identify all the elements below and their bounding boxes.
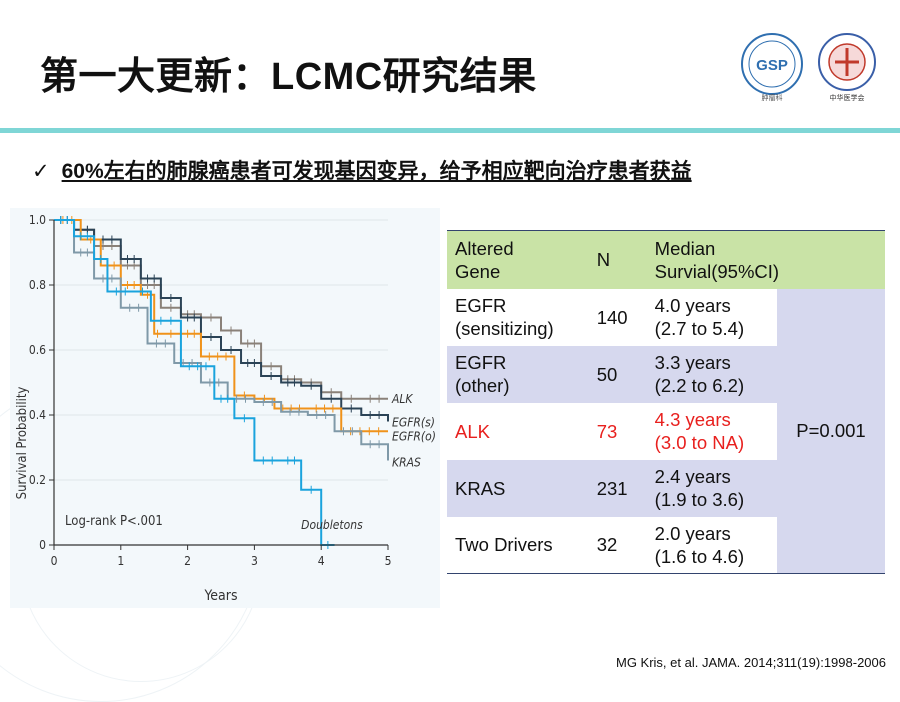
- x-tick-label: 3: [251, 554, 258, 568]
- cell-text-line: (3.0 to NA): [654, 432, 745, 453]
- cell-text-line: 50: [596, 363, 618, 385]
- cell-text-line: 73: [596, 420, 618, 442]
- y-tick-label: 1.0: [29, 213, 46, 227]
- series-label-egfr-o-: EGFR(o): [392, 429, 436, 443]
- gsp-logo: GSP 肿瘤科: [740, 32, 804, 102]
- key-finding-text: 60%左右的肺腺癌患者可发现基因变异，给予相应靶向治疗患者获益: [61, 160, 692, 183]
- cell-text-line: Altered: [455, 237, 514, 259]
- series-label-kras: KRAS: [392, 456, 421, 470]
- cell-text-line: 231: [596, 477, 628, 499]
- x-tick-label: 4: [318, 554, 325, 568]
- cell-text-line: 4.0 years: [654, 295, 731, 316]
- cell-text-line: 140: [596, 306, 628, 328]
- table-row: KRAS 231 2.4 years (1.9 to 3.6): [447, 459, 885, 517]
- median-survival-cell: 4.3 years (3.0 to NA): [646, 402, 777, 460]
- n-cell: 140: [588, 288, 647, 346]
- x-tick-label: 1: [117, 554, 124, 568]
- y-tick-label: 0.6: [29, 343, 46, 357]
- series-label-doubletons: Doubletons: [301, 518, 363, 532]
- cell-text-line: Two Drivers: [455, 534, 553, 556]
- median-survival-cell: 4.0 years (2.7 to 5.4): [646, 288, 777, 346]
- cell-text-line: N: [596, 249, 611, 271]
- y-tick-label: 0.2: [29, 473, 46, 487]
- cell-text-line: (2.7 to 5.4): [654, 318, 745, 339]
- gene-cell: EGFR (other): [447, 345, 589, 403]
- log-rank-annotation: Log-rank P<.001: [65, 514, 163, 529]
- cell-text-line: (1.6 to 4.6): [654, 545, 745, 567]
- cell-text-line: (1.9 to 3.6): [654, 489, 745, 510]
- cell-text-line: Gene: [455, 260, 501, 282]
- svg-text:GSP: GSP: [756, 57, 788, 74]
- n-cell: 73: [588, 402, 647, 460]
- x-tick-label: 2: [184, 554, 191, 568]
- cell-text-line: 3.3 years: [654, 352, 731, 373]
- table-row: Two Drivers 32 2.0 years (1.6 to 4.6): [447, 516, 885, 574]
- cell-text-line: ALK: [455, 420, 490, 442]
- table-row: ALK 73 4.3 years (3.0 to NA): [447, 402, 885, 460]
- cell-text-line: (other): [455, 375, 510, 396]
- y-tick-label: 0: [39, 538, 46, 552]
- column-header: Altered Gene: [447, 231, 589, 289]
- series-label-egfr-s-: EGFR(s): [392, 416, 435, 430]
- x-tick-label: 5: [385, 554, 392, 568]
- checkmark-icon: ✓: [32, 160, 50, 183]
- table-row: EGFR (sensitizing) 140 4.0 years (2.7 to 5.4…: [447, 288, 885, 574]
- x-axis-label: Years: [203, 588, 237, 604]
- gene-cell: EGFR (sensitizing): [447, 288, 589, 346]
- table-header-row: Altered Gene N Median Survial(95%CI): [447, 230, 885, 289]
- key-finding-bullet: ✓ 60%左右的肺腺癌患者可发现基因变异，给予相应靶向治疗患者获益: [32, 155, 692, 185]
- cell-text-line: (2.2 to 6.2): [654, 375, 745, 396]
- svg-text:中华医学会: 中华医学会: [830, 93, 865, 102]
- column-header: Median Survial(95%CI): [647, 231, 885, 289]
- km-curve-alk: [54, 219, 388, 400]
- survival-table: Altered Gene N Median Survial(95%CI) EGFR (sen…: [447, 230, 885, 574]
- median-survival-cell: 3.3 years (2.2 to 6.2): [646, 345, 777, 403]
- y-axis-label: Survival Probability: [15, 387, 30, 500]
- cell-text-line: 4.3 years: [654, 409, 731, 430]
- km-curve-egfr-s-: [54, 219, 389, 422]
- title-divider: [0, 128, 900, 133]
- cell-text-line: (sensitizing): [455, 318, 554, 339]
- p-value-cell: P=0.001: [777, 288, 885, 574]
- x-tick-label: 0: [51, 554, 58, 568]
- cell-text-line: 32: [596, 534, 618, 556]
- n-cell: 50: [588, 345, 647, 403]
- slide-title: 第一大更新：LCMC研究结果: [40, 56, 537, 98]
- n-cell: 231: [588, 459, 647, 517]
- series-label-alk: ALK: [391, 392, 413, 406]
- gene-cell: KRAS: [447, 459, 589, 517]
- cell-text-line: 2.0 years: [654, 522, 731, 544]
- cell-text-line: EGFR: [455, 352, 507, 373]
- cell-text-line: Survial(95%CI): [654, 260, 780, 282]
- gene-cell: Two Drivers: [447, 516, 589, 574]
- table-row: EGFR (other) 50 3.3 years (2.2 to 6.2): [447, 345, 885, 403]
- cell-text-line: EGFR: [455, 295, 507, 316]
- column-header: N: [589, 231, 647, 289]
- gene-cell: ALK: [447, 402, 589, 460]
- y-tick-label: 0.4: [29, 408, 46, 422]
- median-survival-cell: 2.0 years (1.6 to 4.6): [646, 516, 777, 574]
- n-cell: 32: [588, 516, 647, 574]
- svg-text:肿瘤科: 肿瘤科: [762, 93, 783, 102]
- median-survival-cell: 2.4 years (1.9 to 3.6): [646, 459, 777, 517]
- citation: MG Kris, et al. JAMA. 2014;311(19):1998-…: [615, 655, 886, 670]
- cell-text-line: 2.4 years: [654, 466, 731, 487]
- cell-text-line: Median: [654, 237, 716, 259]
- survival-chart: 0 0.2 0.4 0.6 0.8 1.0 0 1 2 3 4 5 Survival Probabil…: [10, 208, 440, 608]
- cma-logo: 中华医学会: [815, 32, 879, 102]
- cell-text-line: KRAS: [455, 477, 506, 499]
- y-tick-label: 0.8: [29, 278, 46, 292]
